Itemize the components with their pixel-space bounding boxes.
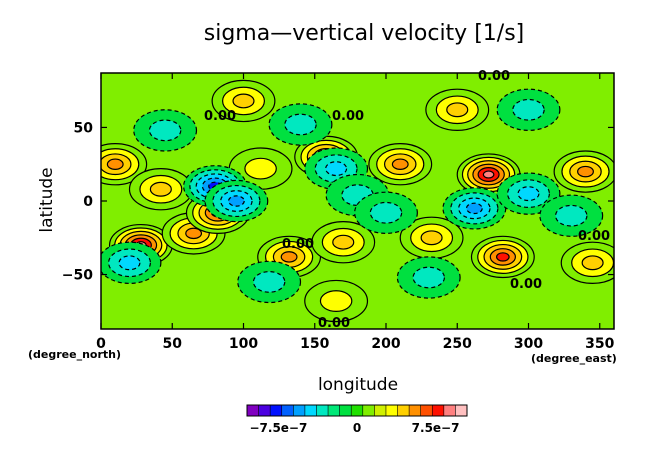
colorbar-swatch: [339, 405, 352, 416]
contour-cell: [539, 194, 604, 237]
axes: 0 50 100 150 200 250 300 350 −50 0 50: [62, 73, 615, 352]
colorbar-swatch: [397, 405, 410, 416]
contour-cell: [560, 241, 614, 284]
colorbar-tick-label: 0: [353, 421, 361, 435]
contour-label: 0.00: [510, 277, 542, 292]
x-tick-label: 250: [443, 336, 472, 352]
contour-cell: [553, 150, 614, 193]
colorbar-tick-label: −7.5e−7: [249, 421, 307, 435]
colorbar-swatch: [409, 405, 421, 416]
contour-field: [101, 79, 614, 323]
colorbar-frame: [246, 404, 468, 417]
colorbar-swatch: [420, 405, 433, 416]
x-tick-label: 350: [585, 336, 614, 352]
colorbar-swatch: [351, 405, 364, 416]
x-tick-label: 200: [371, 336, 400, 352]
contour-label: 0.00: [204, 109, 236, 124]
contour-cell: [442, 187, 507, 230]
x-tick-label: 50: [163, 336, 183, 352]
plot-area: [100, 72, 615, 330]
colorbar-swatch: [304, 405, 317, 416]
contour-cell: [204, 179, 269, 223]
x-tick-label: 150: [300, 336, 329, 352]
colorbar-swatch: [385, 405, 398, 416]
colorbar-swatch: [247, 405, 259, 416]
y-tick-label: −50: [62, 268, 93, 284]
contour-label: 0.00: [332, 109, 364, 124]
colorbar-swatch: [281, 405, 294, 416]
contour-cell: [133, 109, 198, 152]
colorbar-swatch: [362, 405, 375, 416]
contour-cell: [470, 235, 535, 279]
x-tick-label: 0: [96, 336, 106, 352]
contour-cell: [354, 191, 418, 234]
colorbar-swatch: [328, 405, 340, 416]
colorbar-swatch: [443, 405, 456, 416]
contour-cell: [268, 103, 333, 146]
colorbar-swatch: [258, 405, 271, 416]
x-tick-label: 100: [229, 336, 258, 352]
colorbar-swatch: [455, 405, 468, 416]
contour-labels: 0.00 0.00 0.00 0.00 0.00 0.00 0.00: [204, 69, 610, 331]
contour-cell: [128, 168, 193, 211]
y-axis-label: latitude: [37, 167, 57, 232]
contour-cell: [237, 260, 302, 304]
colorbar-swatch: [316, 405, 329, 416]
contour-cell: [396, 256, 461, 299]
colorbar-swatch: [432, 405, 445, 416]
colorbar-swatch: [270, 405, 283, 416]
colorbar-swatch: [374, 405, 387, 416]
y-tick-label: 0: [83, 194, 93, 210]
contour-cell: [211, 79, 276, 123]
contour-cell: [101, 143, 148, 186]
x-unit-label: (degree_east): [531, 352, 617, 365]
contour-cell: [304, 279, 369, 323]
colorbar: −7.5e−7 0 7.5e−7: [246, 404, 468, 435]
x-axis-label: longitude: [318, 375, 398, 395]
contour-cell: [496, 172, 561, 215]
contour-label: 0.00: [578, 229, 610, 244]
y-tick-label: 50: [74, 120, 94, 136]
contour-cell: [311, 220, 376, 264]
y-unit-label: (degree_north): [28, 348, 121, 361]
colorbar-tick-label: 7.5e−7: [412, 421, 460, 435]
contour-label: 0.00: [478, 69, 510, 84]
contour-label: 0.00: [318, 316, 350, 331]
chart-title: sigma—vertical velocity [1/s]: [204, 21, 524, 46]
contour-cell: [399, 216, 464, 259]
contour-cell: [496, 88, 561, 131]
x-tick-label: 300: [514, 336, 543, 352]
contour-label: 0.00: [282, 237, 314, 252]
contour-cell: [101, 241, 162, 284]
contour-cell: [425, 88, 490, 131]
colorbar-swatch: [293, 405, 306, 416]
contour-cell: [368, 143, 433, 186]
